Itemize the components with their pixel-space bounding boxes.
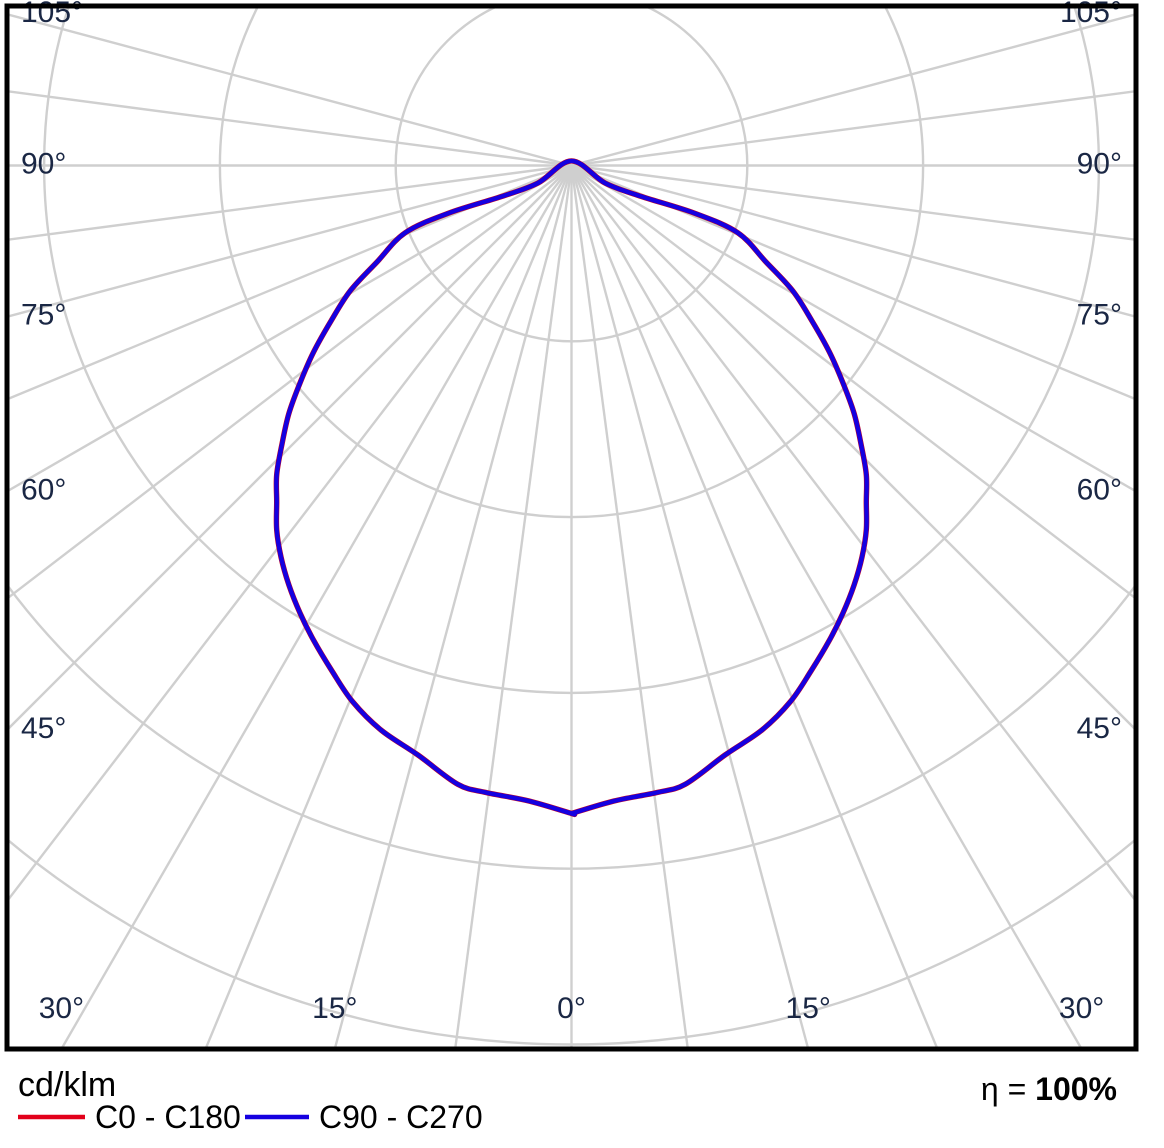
svg-text:60°: 60°	[1077, 473, 1122, 506]
svg-text:60°: 60°	[21, 473, 66, 506]
svg-text:C90 - C270: C90 - C270	[319, 1099, 483, 1135]
svg-text:90°: 90°	[1077, 147, 1122, 180]
svg-text:15°: 15°	[312, 992, 357, 1025]
svg-text:30°: 30°	[39, 992, 84, 1025]
svg-text:90°: 90°	[21, 147, 66, 180]
svg-text:η = 100%: η = 100%	[981, 1071, 1117, 1107]
svg-text:45°: 45°	[21, 712, 66, 745]
svg-text:75°: 75°	[1077, 299, 1122, 332]
svg-text:45°: 45°	[1077, 712, 1122, 745]
svg-text:75°: 75°	[21, 299, 66, 332]
svg-text:C0 - C180: C0 - C180	[95, 1099, 241, 1135]
svg-text:15°: 15°	[786, 992, 831, 1025]
svg-text:30°: 30°	[1059, 992, 1104, 1025]
svg-text:0°: 0°	[557, 992, 586, 1025]
